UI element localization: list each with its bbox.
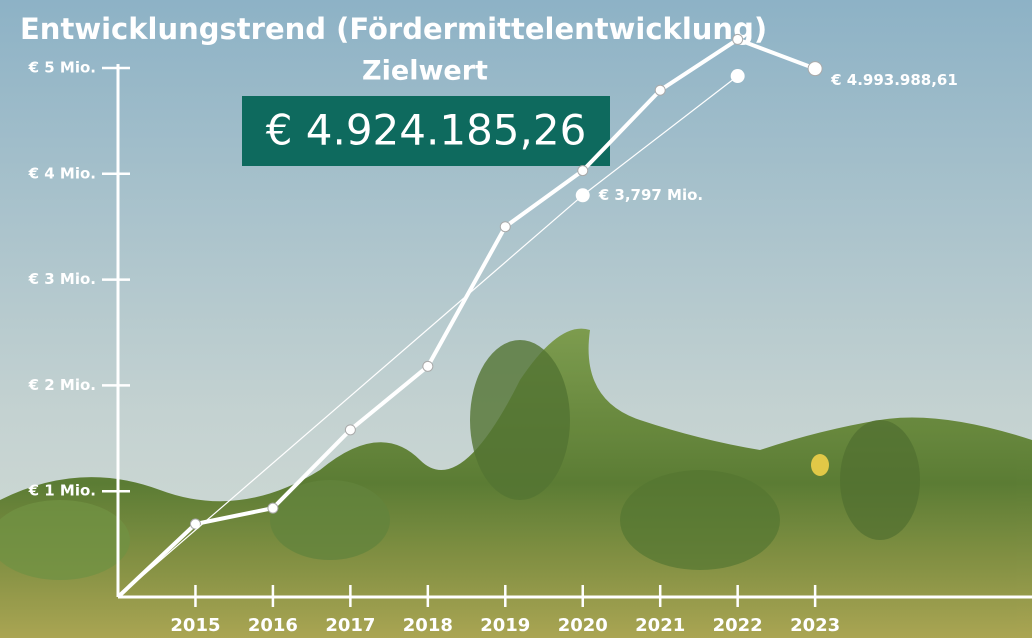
y-tick-label: € 5 Mio. [28, 59, 96, 77]
x-tick-label: 2018 [403, 615, 453, 636]
data-point [575, 188, 590, 203]
target-box [242, 96, 610, 166]
data-point [499, 221, 511, 233]
value-label: € 4.993.988,61 [830, 71, 958, 89]
x-tick-label: 2017 [325, 615, 375, 636]
target-title: Zielwert [362, 56, 488, 87]
x-tick-label: 2019 [480, 615, 530, 636]
series-line [116, 37, 816, 599]
y-tick-label: € 4 Mio. [28, 164, 96, 182]
data-point [344, 424, 356, 436]
data-point [732, 33, 744, 45]
x-tick-label: 2023 [790, 615, 840, 636]
y-tick-label: € 3 Mio. [28, 270, 96, 288]
x-tick-label: 2015 [170, 615, 220, 636]
data-point [654, 84, 666, 96]
y-tick-label: € 2 Mio. [28, 376, 96, 394]
data-point [730, 69, 745, 84]
chart-title: Entwicklungstrend (Fördermittelentwicklu… [20, 12, 767, 46]
data-point [422, 360, 434, 372]
data-point [189, 518, 201, 530]
y-tick-label: € 1 Mio. [28, 482, 96, 500]
x-tick-label: 2020 [558, 615, 608, 636]
data-point [807, 61, 823, 77]
x-tick-label: 2021 [635, 615, 685, 636]
target-value: € 4.924.185,26 [266, 106, 587, 155]
background-field [0, 328, 1032, 638]
value-label: € 3,797 Mio. [598, 186, 703, 204]
x-tick-label: 2022 [713, 615, 763, 636]
data-point [267, 502, 279, 514]
x-tick-label: 2016 [248, 615, 298, 636]
data-point [577, 165, 589, 177]
